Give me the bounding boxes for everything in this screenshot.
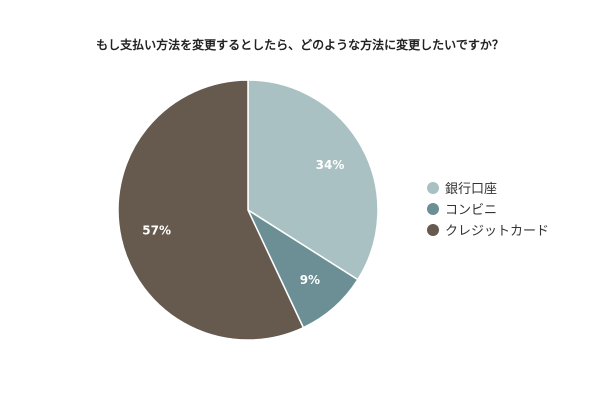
legend-marker-3 — [427, 224, 439, 236]
slice-labels: 34% 9% 57% — [142, 158, 344, 287]
pie-slices — [117, 79, 379, 341]
legend-marker-1 — [427, 182, 439, 194]
slice-label-3: 57% — [142, 223, 171, 237]
legend-label-3: クレジットカード — [445, 224, 549, 239]
legend-label-1: 銀行口座 — [445, 182, 497, 197]
pie-slice-3 — [117, 79, 305, 341]
chart-title: もし支払い方法を変更するとしたら、どのような方法に変更したいですか？ — [96, 38, 504, 52]
legend-label-2: コンビニ — [445, 203, 497, 218]
slice-label-2: 9% — [300, 273, 320, 287]
slice-label-1: 34% — [316, 158, 345, 172]
legend-marker-2 — [427, 203, 439, 215]
